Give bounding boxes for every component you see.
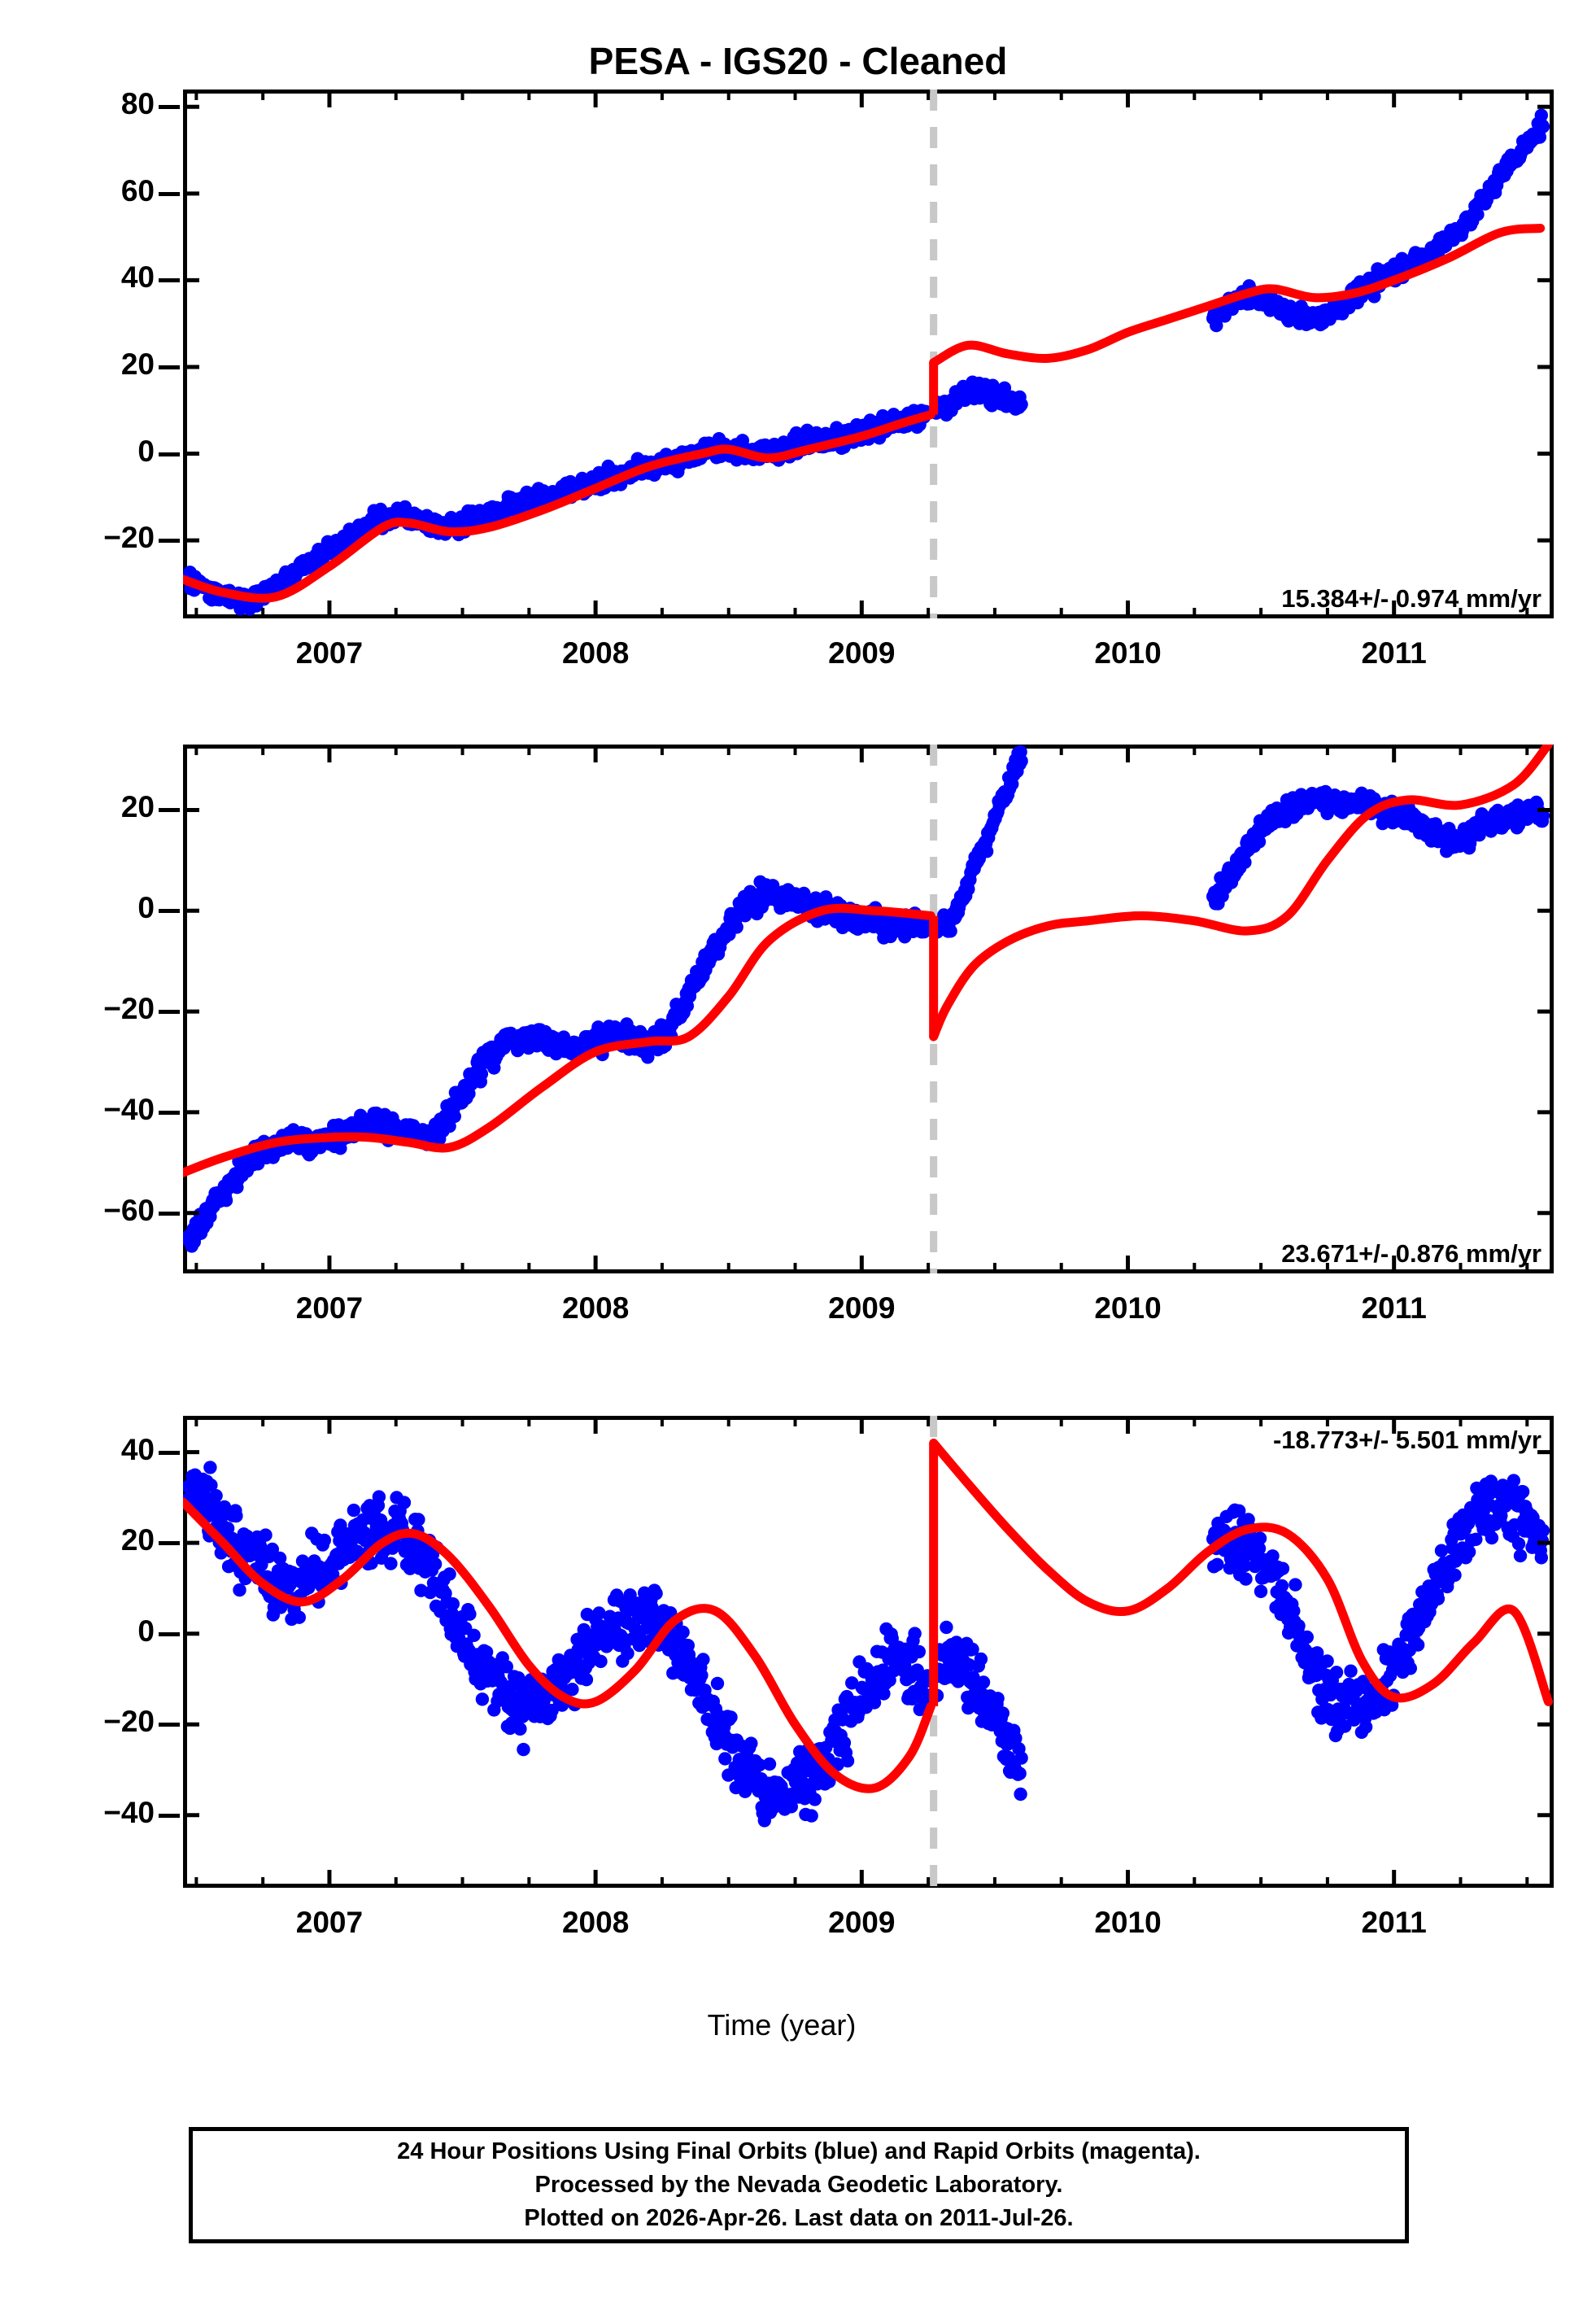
ytick-mark <box>159 1450 180 1455</box>
caption-line-2: Processed by the Nevada Geodetic Laborat… <box>534 2171 1063 2198</box>
scatter-points-north <box>183 745 1550 1253</box>
panel-north-frame <box>183 745 1554 1273</box>
ticks-east <box>183 90 1554 618</box>
ytick-label: 60 <box>120 173 155 207</box>
ytick-mark <box>159 1631 180 1636</box>
xtick-label: 2009 <box>828 636 896 670</box>
xtick-label: 2009 <box>828 1906 896 1939</box>
caption-line-1: 24 Hour Positions Using Final Orbits (bl… <box>397 2138 1201 2164</box>
ytick-label: −20 <box>103 521 155 555</box>
xtick-label: 2007 <box>295 1906 364 1939</box>
ytick-label: 0 <box>137 434 155 468</box>
ytick-mark <box>159 808 180 813</box>
ytick-mark <box>159 105 180 110</box>
ytick-mark <box>159 191 180 196</box>
xtick-label: 2008 <box>561 636 630 670</box>
xtick-label: 2007 <box>295 1291 364 1325</box>
ytick-label: −40 <box>103 1092 155 1126</box>
xtick-label: 2011 <box>1361 1906 1427 1939</box>
xtick-label: 2007 <box>295 636 364 670</box>
ytick-mark <box>159 909 180 914</box>
panel-east-plot-area <box>183 90 1554 618</box>
xtick-label: 2010 <box>1094 636 1162 670</box>
ytick-mark <box>159 1110 180 1115</box>
ytick-label: 20 <box>120 790 155 824</box>
ytick-mark <box>159 365 180 369</box>
page-title: PESA - IGS20 - Cleaned <box>588 40 1008 82</box>
xaxis-title: Time (year) <box>707 2008 857 2042</box>
ytick-label: 0 <box>137 1614 155 1648</box>
scatter-points-up <box>183 1461 1550 1828</box>
panel-up-frame <box>183 1416 1554 1888</box>
ytick-label: 40 <box>120 1432 155 1466</box>
ytick-mark <box>159 539 180 544</box>
ticks-north <box>183 745 1554 1273</box>
ytick-label: 20 <box>120 1523 155 1557</box>
model-curve-north <box>183 745 1553 1177</box>
xtick-label: 2010 <box>1094 1291 1162 1325</box>
ytick-mark <box>159 1813 180 1818</box>
scatter-points-east <box>183 108 1550 616</box>
panel-east-rate-label: 15.384+/- 0.974 mm/yr <box>1281 584 1541 613</box>
caption-box: 24 Hour Positions Using Final Orbits (bl… <box>189 2127 1409 2243</box>
ytick-label: −20 <box>103 1705 155 1739</box>
caption-line-3: Plotted on 2026-Apr-26. Last data on 201… <box>524 2205 1074 2232</box>
ytick-label: 20 <box>120 347 155 381</box>
xtick-label: 2008 <box>561 1906 630 1939</box>
ytick-label: −60 <box>103 1193 155 1227</box>
ytick-label: −40 <box>103 1795 155 1829</box>
ytick-label: 40 <box>120 260 155 295</box>
panel-up-plot-area <box>183 1416 1554 1888</box>
panel-north-rate-label: 23.671+/- 0.876 mm/yr <box>1281 1239 1541 1268</box>
ytick-label: 0 <box>137 891 155 925</box>
xtick-label: 2008 <box>561 1291 630 1325</box>
ytick-mark <box>159 1723 180 1727</box>
xtick-label: 2011 <box>1361 1291 1427 1325</box>
ytick-label: −20 <box>103 992 155 1026</box>
panel-north-plot-area <box>183 745 1554 1273</box>
ytick-mark <box>159 1010 180 1015</box>
model-curve-up <box>183 1438 1553 1793</box>
ytick-label: 80 <box>120 87 155 121</box>
ytick-mark <box>159 278 180 283</box>
model-curve-east <box>183 223 1546 603</box>
xtick-label: 2010 <box>1094 1906 1162 1939</box>
panel-up-rate-label: -18.773+/- 5.501 mm/yr <box>1272 1426 1541 1454</box>
ytick-mark <box>159 452 180 456</box>
ytick-mark <box>159 1211 180 1216</box>
ticks-up <box>183 1416 1554 1888</box>
xtick-label: 2009 <box>828 1291 896 1325</box>
xtick-label: 2011 <box>1361 636 1427 670</box>
ytick-mark <box>159 1541 180 1546</box>
